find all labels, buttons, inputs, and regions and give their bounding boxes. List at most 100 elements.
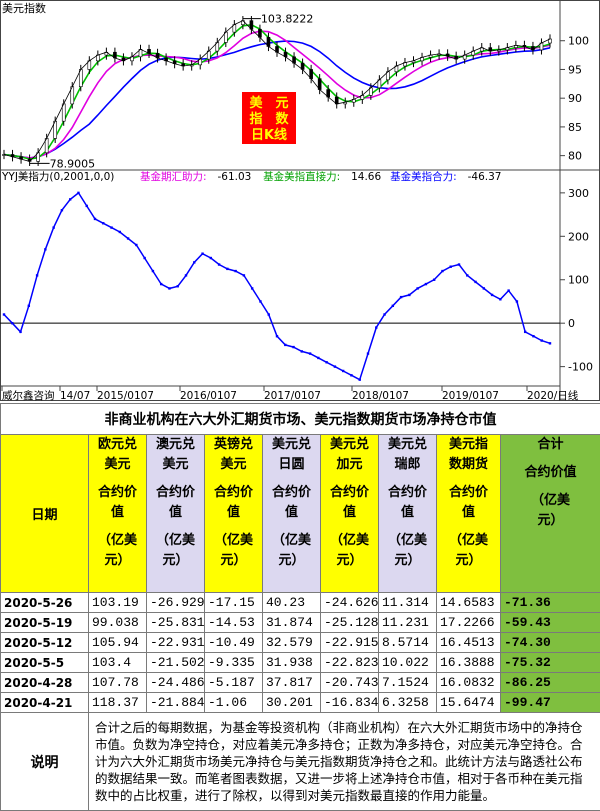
cell-value: 40.23 [263, 593, 321, 613]
column-header-line: 英镑兑 [205, 435, 262, 455]
column-header-line: 元） [379, 551, 436, 571]
cell-value: -22.823 [321, 653, 379, 673]
cell-total: -86.25 [501, 673, 600, 693]
row-date: 2020-4-21 [1, 693, 89, 713]
cell-value: -17.15 [205, 593, 263, 613]
force-point [102, 222, 104, 224]
column-header-line: （亿美 [263, 531, 320, 551]
force-point [226, 268, 228, 270]
column-header-line: 美元兑 [263, 435, 320, 455]
force-point [441, 270, 443, 272]
table-header-row: 日期 欧元兑美元合约价值（亿美元）澳元兑美元合约价值（亿美元）英镑兑美元合约价值… [1, 435, 600, 593]
cell-total: -75.32 [501, 653, 600, 673]
x-tick-label: 14/07 [60, 390, 90, 401]
column-header-line: 元） [321, 551, 378, 571]
x-tick-label: 2018/0107 [352, 390, 409, 401]
force-point [160, 283, 162, 285]
row-date: 2020-5-26 [1, 593, 89, 613]
cell-value: -25.128 [321, 613, 379, 633]
force-line [4, 193, 550, 380]
column-header-line: 合约价 [321, 483, 378, 503]
force-point [94, 218, 96, 220]
cell-value: 99.038 [89, 613, 147, 633]
cell-value: -14.53 [205, 613, 263, 633]
cell-value: -22.931 [147, 633, 205, 653]
cell-value: 31.938 [263, 653, 321, 673]
force-point [69, 198, 71, 200]
column-header-line: （亿美 [205, 531, 262, 551]
column-header-line: 日圆 [263, 455, 320, 475]
y-tick-label: 85 [568, 121, 582, 134]
force-point [408, 294, 410, 296]
cell-value: 103.19 [89, 593, 147, 613]
column-header-line: （亿美 [501, 491, 600, 511]
force-point [474, 281, 476, 283]
index-label-text: 指 数 [249, 111, 289, 127]
cell-value: -16.834 [321, 693, 379, 713]
cell-value: 31.874 [263, 613, 321, 633]
row-date: 2020-5-19 [1, 613, 89, 633]
column-header-line: 值 [147, 503, 204, 523]
legend-value: 14.66 [351, 171, 381, 183]
column-header-line: 美元 [89, 455, 146, 475]
force-point [507, 289, 509, 291]
y-tick-label: 80 [568, 150, 582, 163]
cell-value: 16.3888 [437, 653, 501, 673]
legend-name: 基金美指合力: [390, 170, 457, 183]
column-header: 美元指数期货合约价值（亿美元） [437, 435, 501, 593]
cell-value: 15.6474 [437, 693, 501, 713]
column-header-line: 澳元兑 [147, 435, 204, 455]
x-tick-label: 2019/0107 [442, 390, 499, 401]
force-point [243, 274, 245, 276]
force-point [483, 287, 485, 289]
force-point [334, 365, 336, 367]
cell-value: -21.502 [147, 653, 205, 673]
column-header-line: 美元指 [437, 435, 500, 455]
column-header-line: 元） [147, 551, 204, 571]
row-date: 2020-4-28 [1, 673, 89, 693]
cell-value: 11.231 [379, 613, 437, 633]
low-label: 78.9005 [50, 157, 96, 170]
force-point [210, 257, 212, 259]
force-point [201, 252, 203, 254]
cell-value: 10.022 [379, 653, 437, 673]
cell-value: 118.37 [89, 693, 147, 713]
column-header-line: 值 [321, 503, 378, 523]
cell-value: 6.3258 [379, 693, 437, 713]
force-point [392, 305, 394, 307]
force-point [309, 352, 311, 354]
force-point [44, 248, 46, 250]
cell-value: -9.335 [205, 653, 263, 673]
force-point [466, 274, 468, 276]
y-tick-label: 100 [568, 35, 589, 48]
cell-value: 103.4 [89, 653, 147, 673]
column-header-line: 合约价 [437, 483, 500, 503]
cell-value: 16.0832 [437, 673, 501, 693]
column-header-line: 元） [437, 551, 500, 571]
cell-total: -74.30 [501, 633, 600, 653]
cell-value: 30.201 [263, 693, 321, 713]
y-tick-label: 95 [568, 63, 582, 76]
column-header-line: 合约价 [379, 483, 436, 503]
cell-value: 11.314 [379, 593, 437, 613]
force-point [259, 300, 261, 302]
force-point [292, 346, 294, 348]
index-label-text: 美 元 [249, 95, 288, 111]
row-date: 2020-5-5 [1, 653, 89, 673]
force-point [375, 326, 377, 328]
cell-value: -22.915 [321, 633, 379, 653]
column-header-line: 合约价 [205, 483, 262, 503]
column-header: 美元兑日圆合约价值（亿美元） [263, 435, 321, 593]
column-header-line: 瑞郎 [379, 455, 436, 475]
cell-total: -99.47 [501, 693, 600, 713]
cell-value: -24.626 [321, 593, 379, 613]
x-tick-label: 2017/0107 [264, 390, 321, 401]
cell-value: 8.5714 [379, 633, 437, 653]
x-tick-label: 2015/0107 [97, 390, 154, 401]
